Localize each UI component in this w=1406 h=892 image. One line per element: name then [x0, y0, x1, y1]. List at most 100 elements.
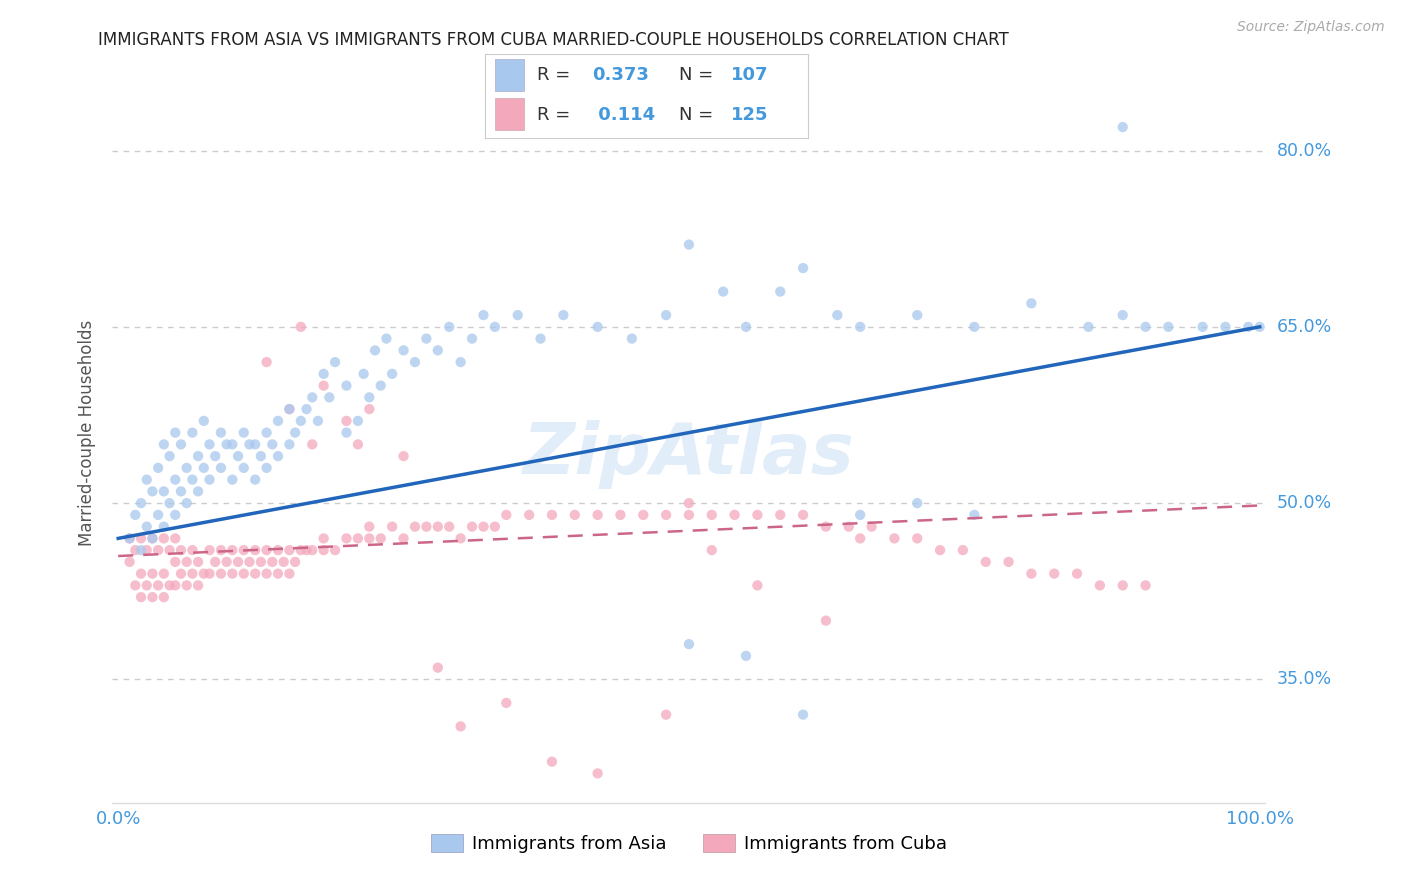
Point [814, 519, 837, 533]
Point [1021, 296, 1043, 310]
Point [193, 414, 215, 428]
Point [256, 355, 278, 369]
Point [124, 543, 146, 558]
Point [323, 543, 346, 558]
Point [267, 449, 290, 463]
Point [146, 578, 169, 592]
Point [301, 437, 323, 451]
Point [118, 555, 141, 569]
Point [450, 532, 472, 546]
Point [609, 508, 631, 522]
Point [256, 461, 278, 475]
Point [129, 566, 152, 581]
Point [1249, 319, 1271, 334]
Point [198, 473, 221, 487]
Point [586, 319, 609, 334]
Point [243, 566, 266, 581]
Point [655, 508, 678, 522]
Point [541, 508, 564, 522]
Point [359, 390, 381, 404]
Point [318, 390, 340, 404]
Point [187, 484, 209, 499]
Point [165, 532, 187, 546]
Point [814, 614, 837, 628]
Point [461, 519, 484, 533]
Point [187, 578, 209, 592]
Point [262, 555, 284, 569]
Point [1191, 319, 1213, 334]
Point [335, 425, 357, 440]
Point [165, 508, 187, 522]
Point [655, 308, 678, 322]
Point [723, 508, 745, 522]
Point [204, 449, 226, 463]
Point [290, 414, 312, 428]
Point [370, 378, 392, 392]
Point [232, 543, 254, 558]
Point [792, 261, 814, 276]
Point [517, 508, 540, 522]
Point [141, 532, 163, 546]
Point [267, 566, 290, 581]
Text: N =: N = [679, 105, 718, 123]
Point [484, 319, 506, 334]
Point [153, 532, 176, 546]
Point [176, 555, 198, 569]
Point [170, 437, 193, 451]
Point [529, 332, 551, 346]
Point [1112, 308, 1135, 322]
Point [290, 543, 312, 558]
Point [238, 437, 260, 451]
Point [564, 508, 586, 522]
Point [506, 308, 529, 322]
Point [849, 508, 872, 522]
Point [439, 319, 461, 334]
Point [141, 484, 163, 499]
Point [159, 578, 181, 592]
Text: IMMIGRANTS FROM ASIA VS IMMIGRANTS FROM CUBA MARRIED-COUPLE HOUSEHOLDS CORRELATI: IMMIGRANTS FROM ASIA VS IMMIGRANTS FROM … [98, 31, 1010, 49]
Point [129, 543, 152, 558]
Point [849, 532, 872, 546]
Point [135, 473, 157, 487]
Point [176, 578, 198, 592]
Point [170, 543, 193, 558]
Point [165, 578, 187, 592]
Point [472, 308, 495, 322]
Point [146, 543, 169, 558]
Point [1112, 578, 1135, 592]
Point [243, 437, 266, 451]
Point [312, 532, 335, 546]
Point [364, 343, 387, 358]
Point [375, 332, 398, 346]
Point [735, 648, 758, 663]
Point [153, 437, 176, 451]
Text: R =: R = [537, 66, 576, 84]
Point [221, 543, 243, 558]
Point [278, 437, 301, 451]
Point [1077, 319, 1099, 334]
Point [278, 566, 301, 581]
Point [118, 532, 141, 546]
Point [347, 532, 370, 546]
Point [439, 519, 461, 533]
Point [135, 543, 157, 558]
Point [176, 461, 198, 475]
Point [278, 402, 301, 417]
Point [1215, 319, 1237, 334]
Point [1112, 120, 1135, 134]
Point [243, 543, 266, 558]
Point [165, 473, 187, 487]
Point [256, 566, 278, 581]
Point [301, 543, 323, 558]
Text: 0.114: 0.114 [592, 105, 655, 123]
Point [250, 449, 273, 463]
Point [426, 343, 449, 358]
Point [193, 461, 215, 475]
Point [193, 566, 215, 581]
Point [232, 425, 254, 440]
Point [700, 508, 723, 522]
Point [678, 637, 700, 651]
Point [404, 355, 426, 369]
Legend: Immigrants from Asia, Immigrants from Cuba: Immigrants from Asia, Immigrants from Cu… [423, 827, 955, 861]
Point [426, 519, 449, 533]
